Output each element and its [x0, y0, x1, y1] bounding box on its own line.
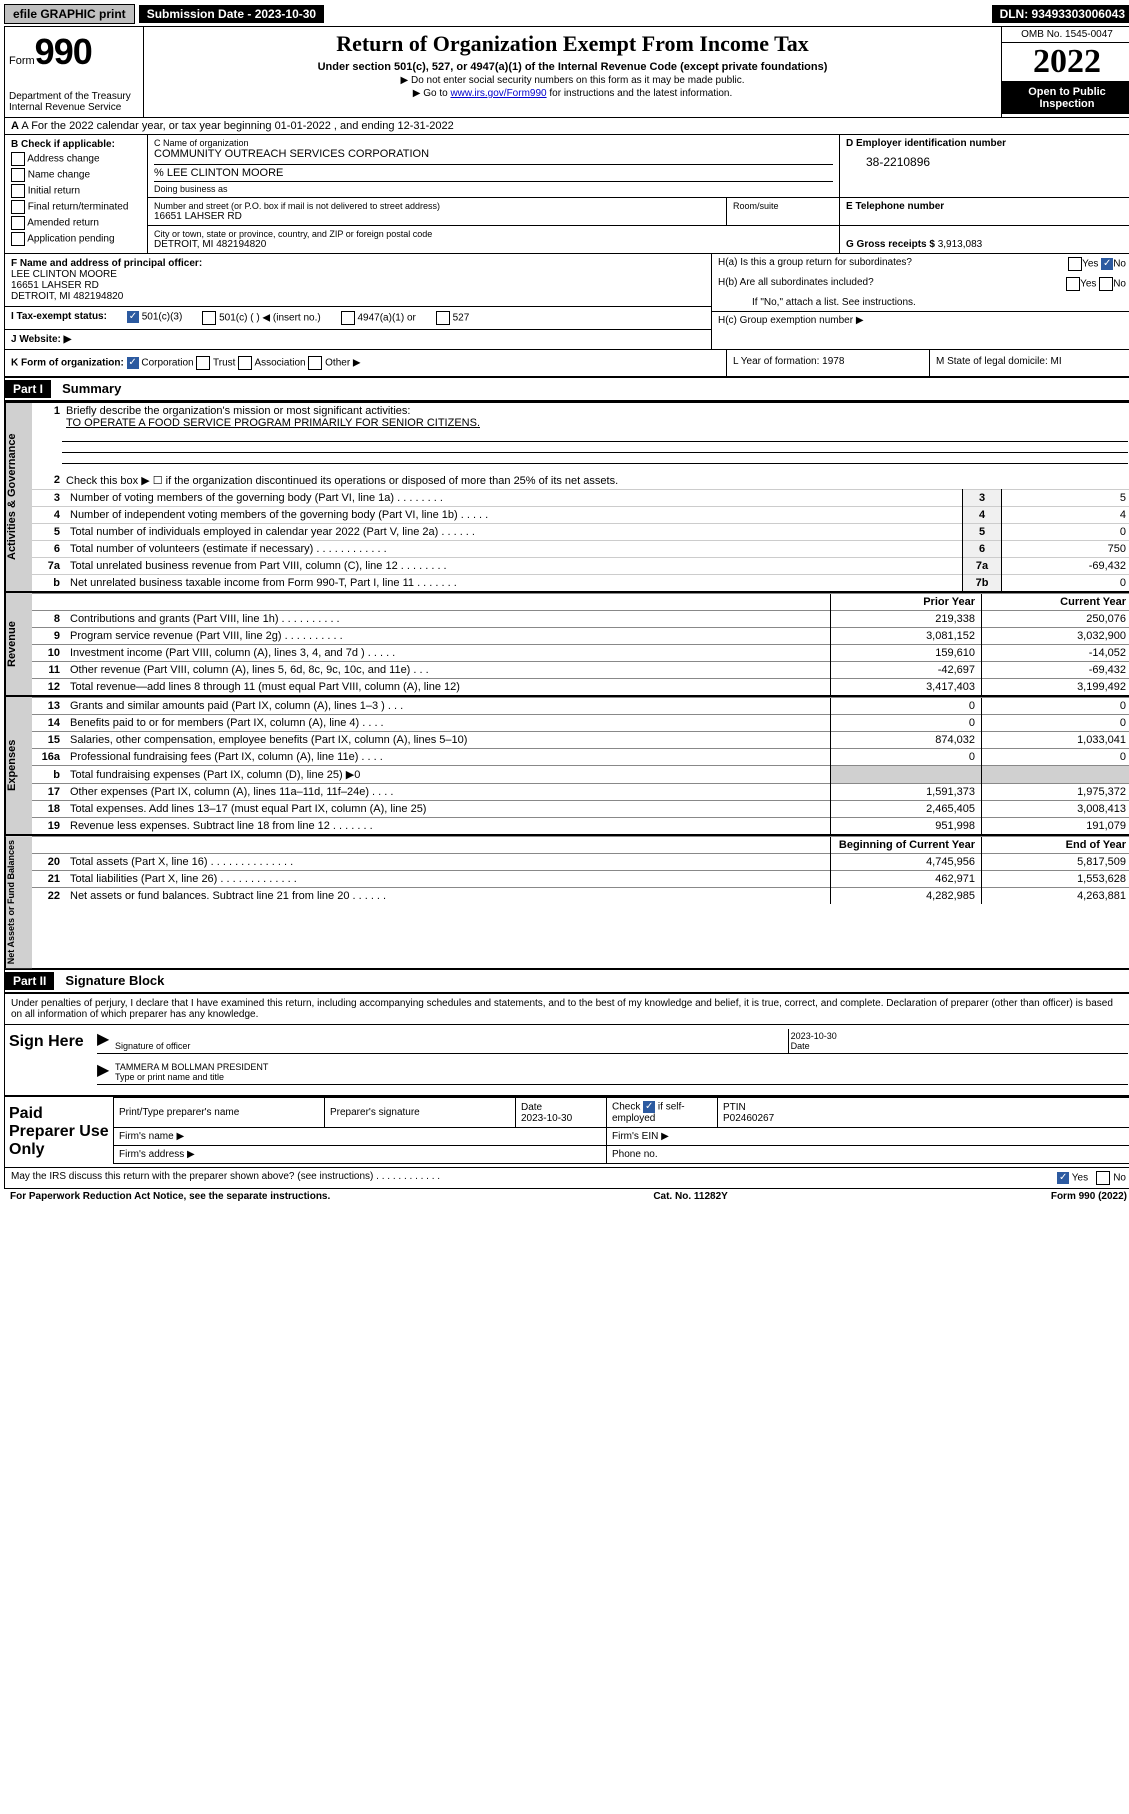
section-b-to-g: B Check if applicable: Address change Na…	[5, 135, 1129, 253]
cb-ha-no[interactable]: ✓	[1101, 258, 1113, 270]
cb-association[interactable]	[238, 356, 252, 370]
org-name-block: C Name of organization COMMUNITY OUTREAC…	[148, 135, 839, 197]
city-state-zip: City or town, state or province, country…	[148, 226, 839, 253]
revenue-table: Prior YearCurrent Year 8Contributions an…	[32, 593, 1129, 695]
signature-intro: Under penalties of perjury, I declare th…	[5, 993, 1129, 1024]
governance-table: 3Number of voting members of the governi…	[32, 489, 1129, 591]
part1-title: Summary	[62, 381, 121, 396]
part1-bar: Part I Summary	[5, 378, 1129, 401]
discuss-row: May the IRS discuss this return with the…	[5, 1167, 1129, 1188]
expenses-table: 13Grants and similar amounts paid (Part …	[32, 697, 1129, 834]
governance-section: Activities & Governance 1 Briefly descri…	[5, 401, 1129, 591]
cb-501c3[interactable]: ✓	[127, 311, 139, 323]
net-assets-table: Beginning of Current YearEnd of Year 20T…	[32, 836, 1129, 904]
cb-amended[interactable]	[11, 216, 25, 230]
part2-bar: Part II Signature Block	[5, 968, 1129, 993]
cb-discuss-yes[interactable]: ✓	[1057, 1172, 1069, 1184]
sign-here-block: Sign Here ▶ Signature of officer 2023-10…	[5, 1024, 1129, 1095]
cb-other[interactable]	[308, 356, 322, 370]
paid-preparer-label: Paid Preparer Use Only	[5, 1097, 113, 1167]
net-assets-section: Net Assets or Fund Balances Beginning of…	[5, 834, 1129, 968]
form-of-org: K Form of organization: ✓ Corporation Tr…	[5, 350, 726, 376]
cb-application-pending[interactable]	[11, 232, 25, 246]
room-suite: Room/suite	[726, 198, 839, 225]
omb-number: OMB No. 1545-0047	[1002, 27, 1129, 43]
cb-initial-return[interactable]	[11, 184, 25, 198]
cb-hb-yes[interactable]	[1066, 277, 1080, 291]
net-assets-tab: Net Assets or Fund Balances	[5, 836, 32, 968]
irs-label: Internal Revenue Service	[9, 102, 139, 113]
part2-header: Part II	[5, 972, 54, 990]
row-a-tax-year: A A For the 2022 calendar year, or tax y…	[5, 118, 1129, 135]
form-word: Form	[9, 55, 35, 67]
efile-button[interactable]: efile GRAPHIC print	[4, 4, 135, 24]
expenses-tab: Expenses	[5, 697, 32, 834]
principal-officer: F Name and address of principal officer:…	[5, 254, 711, 306]
sign-here-label: Sign Here	[5, 1025, 93, 1095]
cb-527[interactable]	[436, 311, 450, 325]
h-b-subordinates: H(b) Are all subordinates included? Yes …	[712, 274, 1129, 294]
state-domicile: M State of legal domicile: MI	[929, 350, 1129, 376]
h-a-group-return: H(a) Is this a group return for subordin…	[712, 254, 1129, 274]
cb-corporation[interactable]: ✓	[127, 357, 139, 369]
dept-label: Department of the Treasury	[9, 91, 139, 102]
year-formation: L Year of formation: 1978	[726, 350, 929, 376]
form-subtitle: Under section 501(c), 527, or 4947(a)(1)…	[152, 61, 993, 73]
cb-4947[interactable]	[341, 311, 355, 325]
cb-ha-yes[interactable]	[1068, 257, 1082, 271]
cb-name-change[interactable]	[11, 168, 25, 182]
cb-address-change[interactable]	[11, 152, 25, 166]
street-address: Number and street (or P.O. box if mail i…	[148, 198, 726, 225]
tax-year: 2022	[1002, 43, 1129, 82]
cb-final-return[interactable]	[11, 200, 25, 214]
preparer-table: Print/Type preparer's name Preparer's si…	[113, 1097, 1129, 1164]
form-container: Form990 Department of the Treasury Inter…	[4, 26, 1129, 1189]
expenses-section: Expenses 13Grants and similar amounts pa…	[5, 695, 1129, 834]
form-number: 990	[35, 31, 92, 72]
revenue-tab: Revenue	[5, 593, 32, 695]
ein-value: 38-2210896	[866, 155, 1126, 169]
cb-501c[interactable]	[202, 311, 216, 325]
h-c-exemption: H(c) Group exemption number ▶	[712, 311, 1129, 329]
cb-trust[interactable]	[196, 356, 210, 370]
cb-discuss-no[interactable]	[1096, 1171, 1110, 1185]
website-row: J Website: ▶	[5, 329, 711, 349]
cb-hb-no[interactable]	[1099, 277, 1113, 291]
form-note1: ▶ Do not enter social security numbers o…	[152, 75, 993, 86]
form-header: Form990 Department of the Treasury Inter…	[5, 27, 1129, 118]
inspection-notice: Open to Public Inspection	[1002, 82, 1129, 114]
cb-self-employed[interactable]: ✓	[643, 1101, 655, 1113]
tax-exempt-status: I Tax-exempt status: ✓ 501(c)(3) 501(c) …	[5, 306, 711, 329]
top-bar: efile GRAPHIC print Submission Date - 20…	[4, 4, 1129, 24]
governance-tab: Activities & Governance	[5, 403, 32, 591]
submission-date: Submission Date - 2023-10-30	[139, 5, 324, 23]
gross-receipts: 3,913,083	[938, 239, 983, 250]
form-note2: ▶ Go to www.irs.gov/Form990 for instruct…	[152, 88, 993, 99]
part1-header: Part I	[5, 380, 51, 398]
paid-preparer-block: Paid Preparer Use Only Print/Type prepar…	[5, 1095, 1129, 1167]
dln: DLN: 93493303006043	[992, 5, 1129, 23]
mission-text: TO OPERATE A FOOD SERVICE PROGRAM PRIMAR…	[66, 417, 480, 429]
part2-title: Signature Block	[65, 973, 164, 988]
bottom-line: For Paperwork Reduction Act Notice, see …	[4, 1189, 1129, 1204]
col-b-checkboxes: B Check if applicable: Address change Na…	[5, 135, 148, 253]
revenue-section: Revenue Prior YearCurrent Year 8Contribu…	[5, 591, 1129, 695]
form-title: Return of Organization Exempt From Incom…	[152, 31, 993, 57]
irs-link[interactable]: www.irs.gov/Form990	[450, 88, 546, 99]
col-d-e: D Employer identification number 38-2210…	[839, 135, 1129, 197]
h-b-note: If "No," attach a list. See instructions…	[712, 294, 1129, 311]
